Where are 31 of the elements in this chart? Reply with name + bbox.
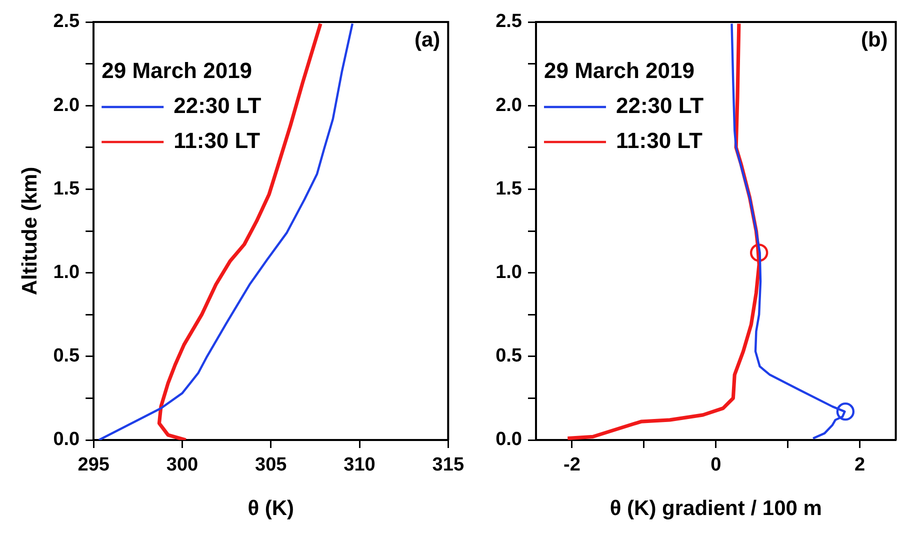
x-tick-label: -2 <box>564 454 580 476</box>
legend-label: 11:30 LT <box>174 128 261 154</box>
x-tick-label: 0 <box>710 454 722 476</box>
legend-title: 29 March 2019 <box>544 58 694 84</box>
y-tick-label: 2.5 <box>496 11 522 32</box>
x-tick-label: 300 <box>166 454 198 476</box>
x-tick-label: 305 <box>255 454 288 476</box>
legend-title: 29 March 2019 <box>102 58 252 84</box>
legend-label: 11:30 LT <box>616 128 703 154</box>
y-axis-title: Altitude (km) <box>18 166 42 296</box>
x-tick-label: 310 <box>344 454 376 476</box>
legend-label: 22:30 LT <box>616 93 704 118</box>
y-tick-label: 2.0 <box>53 94 80 116</box>
y-tick-label: 0.0 <box>496 429 522 450</box>
x-tick-label: 315 <box>432 454 464 476</box>
y-tick-label: 1.0 <box>496 262 522 284</box>
y-tick-label: 1.0 <box>53 262 80 284</box>
annotation: (a) <box>414 28 440 52</box>
y-tick-label: 2.0 <box>496 94 522 116</box>
x-axis-title: θ (K) gradient / 100 m <box>610 497 822 520</box>
annotation: (b) <box>860 28 888 52</box>
x-tick-label: 2 <box>854 454 866 476</box>
y-tick-label: 2.5 <box>53 11 80 32</box>
x-tick-label: 295 <box>78 454 110 476</box>
y-tick-label: 1.5 <box>53 178 80 200</box>
x-axis-title: θ (K) <box>248 497 294 520</box>
y-tick-label: 0.5 <box>496 346 522 367</box>
legend-label: 22:30 LT <box>174 93 262 118</box>
y-tick-label: 0.0 <box>53 429 80 450</box>
y-tick-label: 1.5 <box>496 178 522 200</box>
y-tick-label: 0.5 <box>53 346 80 367</box>
